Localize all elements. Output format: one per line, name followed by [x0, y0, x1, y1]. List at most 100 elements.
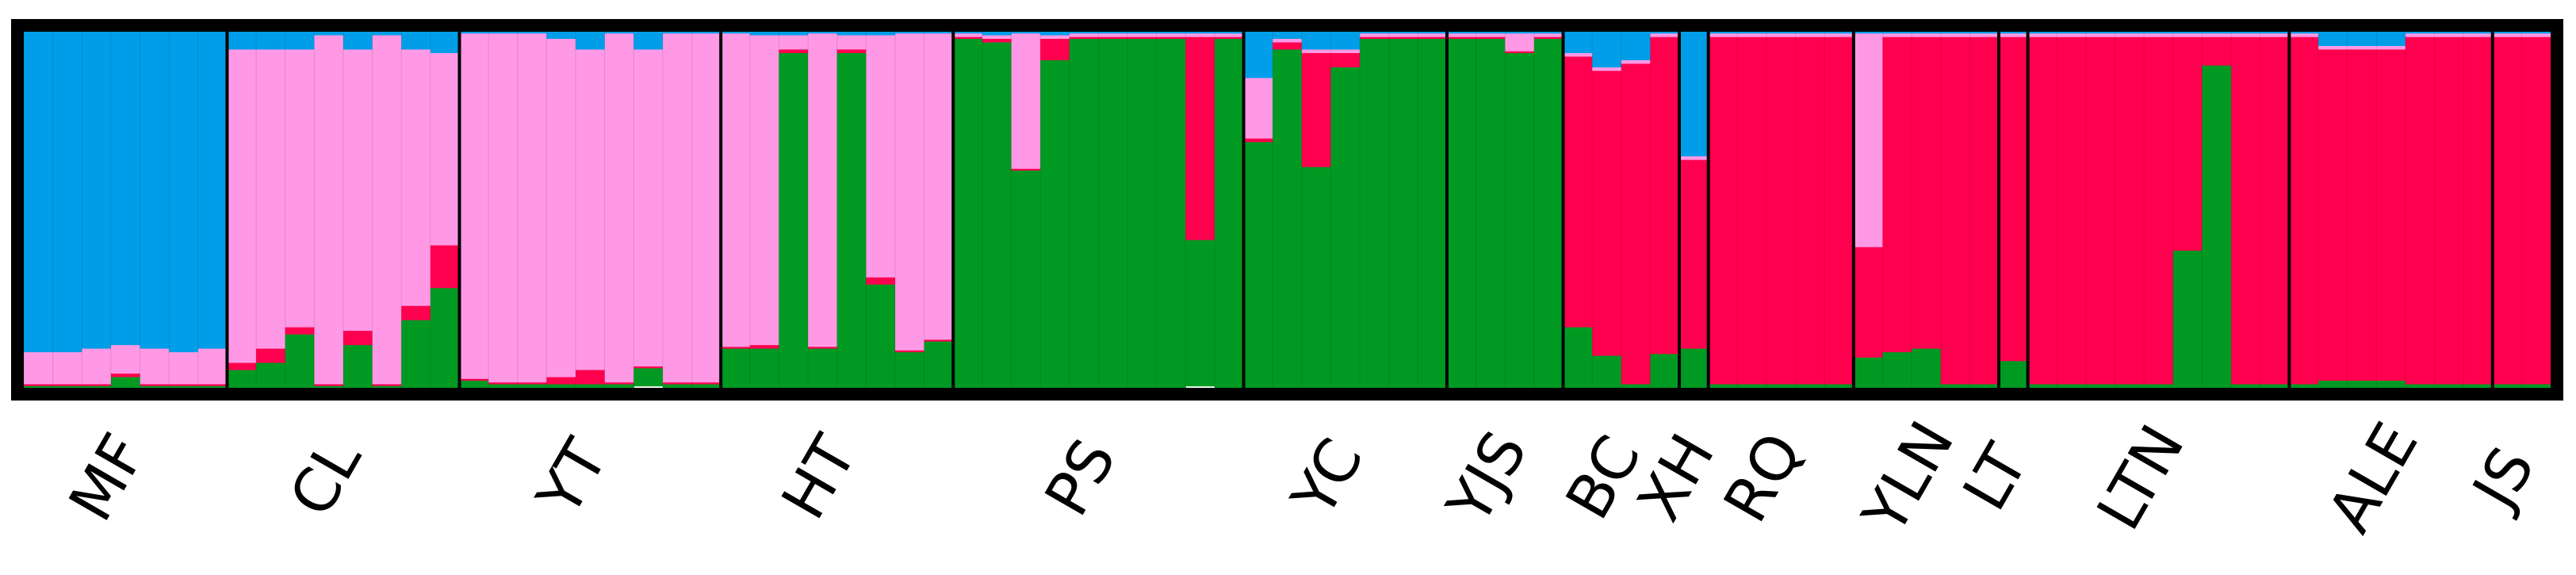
individual-bar — [2230, 32, 2261, 389]
ancestry-segment-cluster-3 — [401, 305, 431, 321]
ancestry-segment-cluster-4 — [1069, 38, 1099, 389]
ancestry-segment-cluster-3 — [459, 378, 489, 381]
individual-bar — [2260, 32, 2290, 389]
ancestry-segment-cluster-4 — [1446, 38, 1477, 389]
ancestry-segment-cluster-3 — [2027, 36, 2057, 385]
ancestry-segment-cluster-4 — [256, 362, 286, 389]
individual-bar — [197, 32, 228, 389]
ancestry-segment-cluster-3 — [1127, 36, 1158, 40]
ancestry-segment-cluster-4 — [546, 384, 576, 389]
individual-bar — [430, 32, 461, 389]
ancestry-segment-cluster-2 — [1766, 33, 1797, 38]
individual-bar — [2520, 32, 2551, 389]
ancestry-segment-cluster-4 — [662, 384, 693, 389]
ancestry-segment-cluster-3 — [924, 339, 954, 343]
ancestry-segment-cluster-3 — [1185, 36, 1215, 241]
ancestry-segment-cluster-4 — [372, 385, 402, 389]
individual-bar — [517, 32, 547, 389]
ancestry-segment-cluster-2 — [721, 33, 751, 347]
ancestry-segment-cluster-1 — [894, 32, 925, 34]
ancestry-segment-cluster-3 — [1766, 36, 1797, 385]
ancestry-segment-cluster-3 — [52, 384, 82, 387]
ancestry-segment-cluster-1 — [779, 32, 809, 36]
ancestry-segment-cluster-2 — [314, 35, 344, 385]
individual-bar — [1272, 32, 1303, 389]
ancestry-segment-cluster-3 — [779, 49, 809, 54]
ancestry-segment-cluster-4 — [2318, 381, 2348, 389]
ancestry-segment-cluster-2 — [1998, 33, 2029, 38]
individual-bar — [1039, 32, 1070, 389]
ancestry-segment-cluster-2 — [1098, 33, 1128, 38]
ancestry-segment-cluster-1 — [169, 32, 199, 353]
individual-bar — [110, 32, 141, 389]
ancestry-segment-cluster-4 — [1592, 355, 1622, 389]
ancestry-segment-cluster-4 — [1185, 240, 1215, 387]
ancestry-segment-cluster-1 — [662, 32, 693, 34]
ancestry-segment-cluster-3 — [1273, 42, 1303, 50]
ancestry-segment-cluster-4 — [1737, 384, 1767, 389]
ancestry-segment-cluster-2 — [256, 49, 286, 350]
individual-bar — [81, 32, 112, 389]
ancestry-segment-cluster-4 — [1273, 49, 1303, 389]
ancestry-segment-cluster-2 — [604, 33, 634, 383]
individual-bar — [488, 32, 519, 389]
ancestry-segment-cluster-1 — [1533, 32, 1564, 34]
ancestry-segment-cluster-1 — [256, 32, 286, 50]
ancestry-segment-cluster-3 — [2260, 36, 2290, 385]
ancestry-segment-cluster-2 — [1214, 33, 1245, 38]
ancestry-segment-cluster-4 — [691, 384, 722, 389]
ancestry-segment-cluster-4 — [1766, 384, 1797, 389]
ancestry-segment-cluster-4 — [1650, 354, 1680, 389]
ancestry-segment-cluster-3 — [1098, 36, 1128, 40]
ancestry-segment-cluster-3 — [808, 347, 838, 350]
ancestry-segment-cluster-3 — [604, 382, 634, 385]
ancestry-segment-cluster-3 — [1679, 159, 1709, 350]
ancestry-segment-cluster-2 — [2231, 33, 2261, 38]
ancestry-segment-cluster-4 — [2144, 384, 2174, 389]
individual-bar — [2115, 32, 2145, 389]
ancestry-segment-cluster-3 — [140, 384, 170, 387]
ancestry-segment-cluster-1 — [866, 32, 896, 36]
ancestry-bars — [23, 32, 2551, 389]
ancestry-segment-cluster-2 — [110, 345, 141, 374]
population-label: PS — [1031, 427, 1129, 527]
ancestry-segment-cluster-1 — [1998, 32, 2029, 34]
ancestry-segment-cluster-1 — [2260, 32, 2290, 34]
individual-bar — [807, 32, 838, 389]
ancestry-segment-cluster-3 — [1418, 36, 1448, 40]
ancestry-segment-cluster-4 — [1388, 38, 1418, 389]
ancestry-segment-cluster-1 — [2057, 32, 2087, 34]
ancestry-segment-cluster-3 — [1708, 36, 1738, 385]
individual-bar — [1069, 32, 1099, 389]
ancestry-segment-cluster-1 — [140, 32, 170, 350]
ancestry-segment-cluster-2 — [169, 352, 199, 385]
ancestry-segment-cluster-3 — [633, 366, 664, 369]
ancestry-segment-cluster-1 — [836, 32, 867, 36]
individual-bar — [1824, 32, 1854, 389]
ancestry-segment-cluster-1 — [808, 32, 838, 34]
ancestry-segment-cluster-4 — [1998, 361, 2029, 389]
ancestry-segment-cluster-2 — [1156, 33, 1186, 38]
ancestry-segment-cluster-1 — [1185, 32, 1215, 34]
ancestry-segment-cluster-3 — [1476, 36, 1506, 40]
ancestry-segment-cluster-4 — [1476, 38, 1506, 389]
ancestry-segment-cluster-1 — [1446, 32, 1477, 34]
ancestry-segment-cluster-3 — [2289, 36, 2319, 385]
ancestry-segment-cluster-3 — [2057, 36, 2087, 385]
ancestry-segment-cluster-2 — [2289, 33, 2319, 38]
ancestry-segment-cluster-3 — [1940, 36, 1970, 385]
population-label: HT — [767, 424, 870, 531]
ancestry-segment-cluster-1 — [372, 32, 402, 36]
ancestry-segment-cluster-3 — [1824, 36, 1854, 385]
ancestry-segment-cluster-1 — [2027, 32, 2057, 34]
ancestry-segment-cluster-2 — [953, 33, 983, 38]
ancestry-segment-cluster-2 — [1969, 33, 2000, 38]
ancestry-segment-cluster-4 — [1853, 357, 1884, 389]
ancestry-segment-cluster-3 — [953, 36, 983, 40]
ancestry-segment-cluster-3 — [2376, 49, 2406, 381]
ancestry-segment-cluster-2 — [866, 35, 896, 278]
ancestry-segment-cluster-4 — [1330, 67, 1361, 389]
ancestry-segment-cluster-3 — [1592, 71, 1622, 356]
ancestry-segment-cluster-2 — [1679, 156, 1709, 161]
